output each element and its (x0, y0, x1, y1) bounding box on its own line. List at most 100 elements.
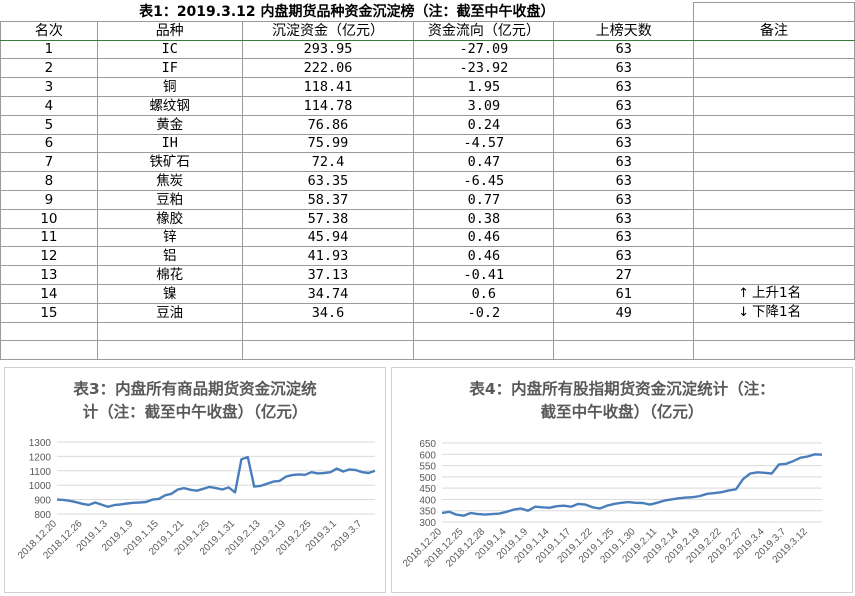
empty-cell[interactable] (0, 321, 98, 342)
table-cell[interactable]: 12 (0, 246, 98, 267)
table-cell[interactable] (693, 171, 855, 191)
table-cell[interactable]: 63 (553, 77, 695, 97)
table-cell[interactable]: 13 (0, 265, 98, 285)
table-cell[interactable] (693, 133, 855, 154)
table-cell[interactable]: 0.77 (413, 189, 555, 210)
table-cell[interactable] (693, 152, 855, 173)
table-cell[interactable] (693, 95, 855, 116)
table-cell[interactable]: -0.41 (413, 265, 555, 285)
table-cell[interactable] (693, 114, 855, 135)
table-cell[interactable]: IF (96, 58, 243, 79)
table-cell[interactable]: 14 (0, 283, 98, 304)
column-header[interactable]: 沉淀资金（亿元） (241, 20, 415, 41)
table-cell[interactable]: 镍 (96, 283, 243, 304)
table-cell[interactable] (693, 208, 855, 229)
table-cell[interactable]: -23.92 (413, 58, 555, 79)
empty-cell[interactable] (553, 321, 695, 342)
empty-cell[interactable] (413, 340, 555, 361)
table-cell[interactable]: 76.86 (241, 114, 415, 135)
table-cell[interactable]: ↓ 下降1名 (693, 302, 855, 323)
table-cell[interactable]: 57.38 (241, 208, 415, 229)
table-cell[interactable]: 棉花 (96, 265, 243, 285)
table-cell[interactable]: IH (96, 133, 243, 154)
table-cell[interactable]: 铁矿石 (96, 152, 243, 173)
table-cell[interactable]: -0.2 (413, 302, 555, 323)
table-cell[interactable]: 5 (0, 114, 98, 135)
table-cell[interactable]: ↑ 上升1名 (693, 283, 855, 304)
column-header[interactable]: 名次 (0, 20, 98, 41)
table-cell[interactable]: 63 (553, 133, 695, 154)
table-cell[interactable]: 铝 (96, 246, 243, 267)
table-cell[interactable]: 0.47 (413, 152, 555, 173)
table-cell[interactable]: 豆油 (96, 302, 243, 323)
empty-cell[interactable] (693, 321, 855, 342)
table-cell[interactable]: 222.06 (241, 58, 415, 79)
table-cell[interactable]: 58.37 (241, 189, 415, 210)
table-cell[interactable]: 72.4 (241, 152, 415, 173)
table-cell[interactable]: 63 (553, 114, 695, 135)
table-cell[interactable]: 0.24 (413, 114, 555, 135)
table-cell[interactable]: 15 (0, 302, 98, 323)
empty-cell[interactable] (413, 321, 555, 342)
table-cell[interactable]: 63.35 (241, 171, 415, 191)
table-cell[interactable]: 0.46 (413, 227, 555, 248)
empty-cell[interactable] (241, 340, 415, 361)
empty-cell[interactable] (693, 340, 855, 361)
table-cell[interactable]: 63 (553, 39, 695, 60)
table-cell[interactable]: 1.95 (413, 77, 555, 97)
column-header[interactable]: 品种 (96, 20, 243, 41)
table-cell[interactable]: 114.78 (241, 95, 415, 116)
table-cell[interactable]: 118.41 (241, 77, 415, 97)
table-cell[interactable]: 63 (553, 171, 695, 191)
table-cell[interactable]: 螺纹钢 (96, 95, 243, 116)
table-cell[interactable]: 3.09 (413, 95, 555, 116)
table-cell[interactable]: 黄金 (96, 114, 243, 135)
empty-cell[interactable] (241, 321, 415, 342)
table-cell[interactable]: 橡胶 (96, 208, 243, 229)
column-header[interactable]: 上榜天数 (553, 20, 695, 41)
table-cell[interactable]: 63 (553, 58, 695, 79)
table-cell[interactable]: 10 (0, 208, 98, 229)
table-cell[interactable]: 9 (0, 189, 98, 210)
table-cell[interactable]: 63 (553, 208, 695, 229)
table-cell[interactable]: 49 (553, 302, 695, 323)
table-cell[interactable] (693, 227, 855, 248)
column-header[interactable]: 备注 (693, 20, 855, 41)
table-cell[interactable]: 37.13 (241, 265, 415, 285)
table-cell[interactable]: 293.95 (241, 39, 415, 60)
table-cell[interactable]: 45.94 (241, 227, 415, 248)
table-cell[interactable] (693, 39, 855, 60)
table-cell[interactable]: IC (96, 39, 243, 60)
table-cell[interactable]: 1 (0, 39, 98, 60)
empty-cell[interactable] (693, 2, 855, 22)
table-cell[interactable]: 锌 (96, 227, 243, 248)
table-cell[interactable]: 63 (553, 95, 695, 116)
empty-cell[interactable] (553, 340, 695, 361)
table-cell[interactable]: 2 (0, 58, 98, 79)
table-cell[interactable] (693, 189, 855, 210)
table-cell[interactable]: 63 (553, 152, 695, 173)
table-cell[interactable]: 63 (553, 227, 695, 248)
table-cell[interactable]: 7 (0, 152, 98, 173)
empty-cell[interactable] (0, 340, 98, 361)
table-cell[interactable]: -27.09 (413, 39, 555, 60)
table-cell[interactable]: 63 (553, 189, 695, 210)
empty-cell[interactable] (96, 340, 243, 361)
table-cell[interactable]: 4 (0, 95, 98, 116)
table-cell[interactable]: 6 (0, 133, 98, 154)
table-cell[interactable]: 豆粕 (96, 189, 243, 210)
table-cell[interactable]: 0.6 (413, 283, 555, 304)
table-cell[interactable]: 41.93 (241, 246, 415, 267)
table-cell[interactable] (693, 77, 855, 97)
table-cell[interactable]: 63 (553, 246, 695, 267)
table-cell[interactable]: 34.6 (241, 302, 415, 323)
table-cell[interactable]: 34.74 (241, 283, 415, 304)
table-cell[interactable]: 0.38 (413, 208, 555, 229)
table-cell[interactable]: -4.57 (413, 133, 555, 154)
table-cell[interactable]: 0.46 (413, 246, 555, 267)
table-cell[interactable]: 焦炭 (96, 171, 243, 191)
empty-cell[interactable] (96, 321, 243, 342)
table-cell[interactable] (693, 265, 855, 285)
table-cell[interactable]: 8 (0, 171, 98, 191)
column-header[interactable]: 资金流向（亿元） (413, 20, 555, 41)
